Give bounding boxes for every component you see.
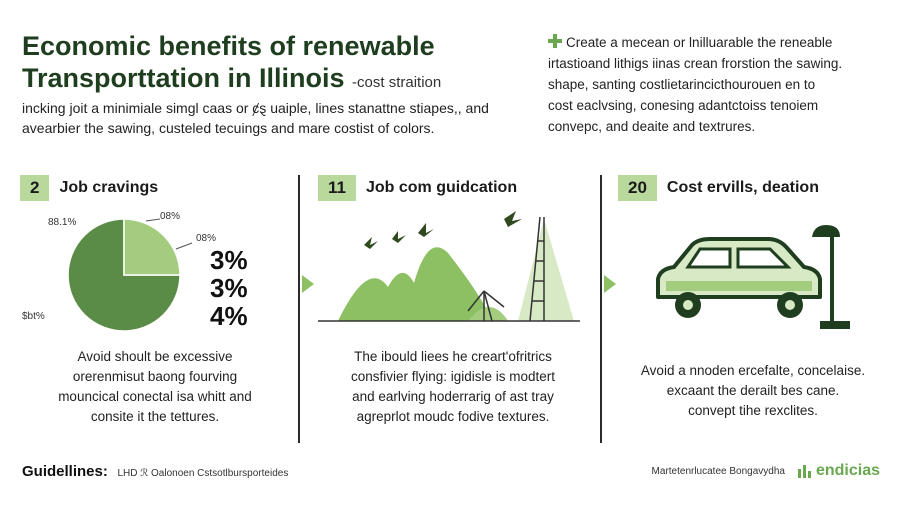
panel-text-line: consfivier flying: igidisle is modtert <box>350 369 556 384</box>
landscape-illustration <box>318 211 580 322</box>
note-line3: shape, santing costlietarincicthourouen … <box>548 77 816 92</box>
title-line1: Economic benefits of renewable <box>22 31 435 61</box>
note-line5: convepc, and deaite and textrures. <box>548 119 756 134</box>
pie-leader-line <box>175 242 193 250</box>
pie-label-top-left: 88.1% <box>48 217 76 228</box>
panel-text-line: agreprlot moudc fodive textures. <box>356 409 550 424</box>
side-note: Create a mecean or lnilluarable the rene… <box>548 32 888 137</box>
percent-value: 4% <box>210 301 248 331</box>
panel-job-guidcation: 11 Job com guidcation The ibould <box>318 175 588 465</box>
panel-label: Job com guidcation <box>365 179 518 196</box>
title-suffix: -cost straition <box>352 74 442 91</box>
intro-line2: avearbier the sawing, custeled tecuings … <box>22 120 435 136</box>
panel-text-line: excaant the derailt bes cane. <box>666 383 840 398</box>
brand-footer: Martetenrlucatee Bongavydha endicias <box>652 462 880 480</box>
panel-cost-ervills: 20 Cost ervills, deation Avoid a nnoden … <box>618 175 888 465</box>
percent-value: 3% <box>210 245 248 275</box>
car-illustration <box>656 225 850 329</box>
brand-logo-icon <box>797 465 811 478</box>
panel-body-text: The ibould liees he creart'ofritrics con… <box>318 347 588 427</box>
intro-line1: incking joit a minimiale simgl caas or ȼ… <box>22 100 489 116</box>
pie-slice <box>123 218 181 276</box>
windmill-icon <box>467 290 505 322</box>
panel-heading: 11 Job com guidcation <box>318 175 588 201</box>
panel-label: Job cravings <box>59 179 159 196</box>
intro-text: incking joit a minimiale simgl caas or ȼ… <box>22 98 502 138</box>
panel-text-line: Avoid shoult be excessive <box>77 349 233 364</box>
panel-body-text: Avoid shoult be excessive orerenmisut ba… <box>20 347 290 427</box>
page-title: Economic benefits of renewable Transport… <box>22 30 441 99</box>
car-icon <box>656 237 822 318</box>
panel-text-line: consite it the tettures. <box>90 409 220 424</box>
panel-badge: 20 <box>618 175 657 201</box>
mountain-front <box>338 247 493 321</box>
note-line1: Create a mecean or lnilluarable the rene… <box>566 35 833 50</box>
arrow-right-icon <box>604 275 616 293</box>
bird-icons <box>364 211 522 249</box>
guidelines-label: Guidellines: <box>22 463 108 480</box>
panel-text-line: Avoid a nnoden ercefalte, concelaise. <box>640 363 866 378</box>
panel-text-line: convept tihe rexclites. <box>688 403 818 418</box>
hill <box>468 307 508 321</box>
note-line2: irtastioand lithigs iinas crean frorstio… <box>548 56 843 71</box>
plus-icon <box>548 34 562 48</box>
panel-text-line: mouncical conectal isa whitt and <box>58 389 252 404</box>
panel-text-line: and earlving hoderrarig of ast tray <box>352 389 554 404</box>
pie-slices <box>67 218 181 332</box>
pie-slice <box>67 218 181 332</box>
panel-badge: 2 <box>20 175 50 201</box>
brand-name[interactable]: endicias <box>815 462 880 479</box>
panel-job-cravings: 2 Job cravings 88.1% 08% 08% $bt% 3% 3% … <box>20 175 290 465</box>
arrow-right-icon <box>302 275 314 293</box>
panel-label: Cost ervills, deation <box>666 179 819 196</box>
pie-label-top-right: 08% <box>160 211 180 222</box>
credit-text: Martetenrlucatee Bongavydha <box>651 465 785 477</box>
mountain-back <box>518 219 574 321</box>
pie-leader-line <box>145 218 161 222</box>
guidelines-footer: Guidellines: LHD ℛ Oalonoen Cstsotlbursp… <box>22 463 288 480</box>
pie-label-right: 08% <box>196 233 216 244</box>
panel-heading: 2 Job cravings <box>20 175 290 201</box>
panel-heading: 20 Cost ervills, deation <box>618 175 888 201</box>
tower-icon <box>529 216 545 322</box>
panel-body-text: Avoid a nnoden ercefalte, concelaise. ex… <box>618 361 888 421</box>
panel-badge: 11 <box>318 175 356 201</box>
note-line4: cost eaclvsing, conesing adantctoiss ten… <box>548 98 819 113</box>
panel-divider <box>600 175 602 443</box>
pie-chart: 88.1% 08% 08% $bt% 3% 3% 4% <box>22 211 248 332</box>
panel-divider <box>298 175 300 443</box>
percent-value: 3% <box>210 273 248 303</box>
panel-text-line: The ibould liees he creart'ofritrics <box>354 349 552 364</box>
charging-station-icon <box>812 225 850 329</box>
panel-text-line: orerenmisut baong fourving <box>72 369 238 384</box>
title-line2: Transporttation in Illinois <box>22 63 345 93</box>
guidelines-note: LHD ℛ Oalonoen Cstsotlbursporteides <box>117 468 289 479</box>
pie-label-bottom-left: $bt% <box>22 311 45 322</box>
